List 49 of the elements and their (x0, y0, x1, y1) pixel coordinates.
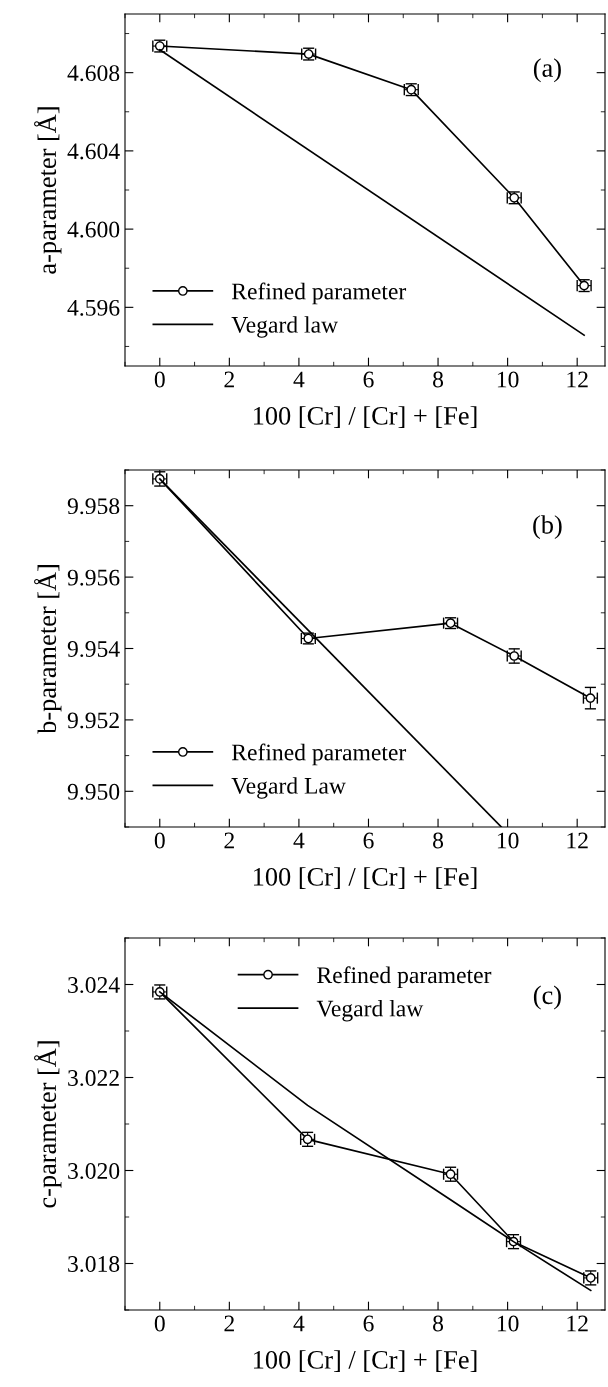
x-axis-title: 100 [Cr] / [Cr] + [Fe] (253, 867, 477, 889)
x-axis-title: 100 [Cr] / [Cr] + [Fe] (253, 1350, 477, 1372)
y-tick-label: 4.600 (67, 221, 120, 238)
x-tick-label: 2 (224, 832, 234, 849)
x-tick-label: 2 (224, 371, 234, 388)
legend-label: Vegard Law (231, 777, 346, 799)
y-tick-label: 3.024 (68, 976, 120, 994)
x-tick-label: 12 (567, 371, 588, 388)
x-tick-label: 6 (363, 1315, 374, 1332)
x-tick-label: 8 (433, 1315, 444, 1332)
y-tick-label: 3.022 (68, 1069, 119, 1087)
y-axis-title: a-parameter [Å] (34, 107, 62, 274)
x-tick-label: 10 (497, 371, 519, 388)
x-tick-label: 4 (293, 371, 305, 388)
x-axis-title: 100 [Cr] / [Cr] + [Fe] (253, 406, 477, 428)
y-tick-label: 4.596 (67, 299, 120, 316)
annotation: (a) (533, 58, 561, 83)
y-tick-label: 4.608 (67, 65, 120, 82)
x-tick-label: 8 (433, 371, 444, 388)
x-tick-label: 6 (363, 371, 374, 388)
x-tick-label: 4 (293, 832, 305, 849)
y-axis-title: c-parameter [Å] (34, 1041, 62, 1208)
legend-label: Refined parameter (231, 282, 407, 305)
x-tick-label: 2 (224, 1315, 234, 1332)
x-tick-label: 10 (497, 1315, 519, 1332)
annotation: (c) (533, 985, 561, 1010)
x-tick-label: 10 (497, 832, 519, 849)
x-tick-label: 0 (154, 1315, 165, 1332)
y-tick-label: 4.604 (67, 143, 120, 160)
x-tick-label: 12 (567, 832, 588, 849)
y-tick-label: 9.956 (67, 569, 120, 586)
x-tick-label: 4 (293, 1315, 305, 1332)
legend-label: Vegard law (231, 316, 338, 338)
y-tick-label: 9.952 (67, 712, 119, 729)
x-tick-label: 0 (154, 832, 165, 849)
x-tick-label: 8 (433, 832, 444, 849)
legend-label: Refined parameter (231, 743, 407, 766)
y-tick-label: 9.954 (67, 641, 120, 658)
x-tick-label: 0 (154, 371, 165, 388)
x-tick-label: 6 (363, 832, 374, 849)
x-tick-label: 12 (567, 1315, 588, 1332)
annotation: (b) (533, 515, 562, 540)
legend-label: Vegard law (316, 999, 424, 1022)
y-tick-label: 9.958 (67, 498, 120, 515)
y-tick-label: 3.018 (68, 1255, 120, 1273)
y-tick-label: 3.020 (68, 1162, 120, 1180)
y-tick-label: 9.950 (67, 783, 120, 800)
y-axis-title: b-parameter [Å] (34, 565, 62, 734)
legend-label: Refined parameter (317, 966, 492, 988)
